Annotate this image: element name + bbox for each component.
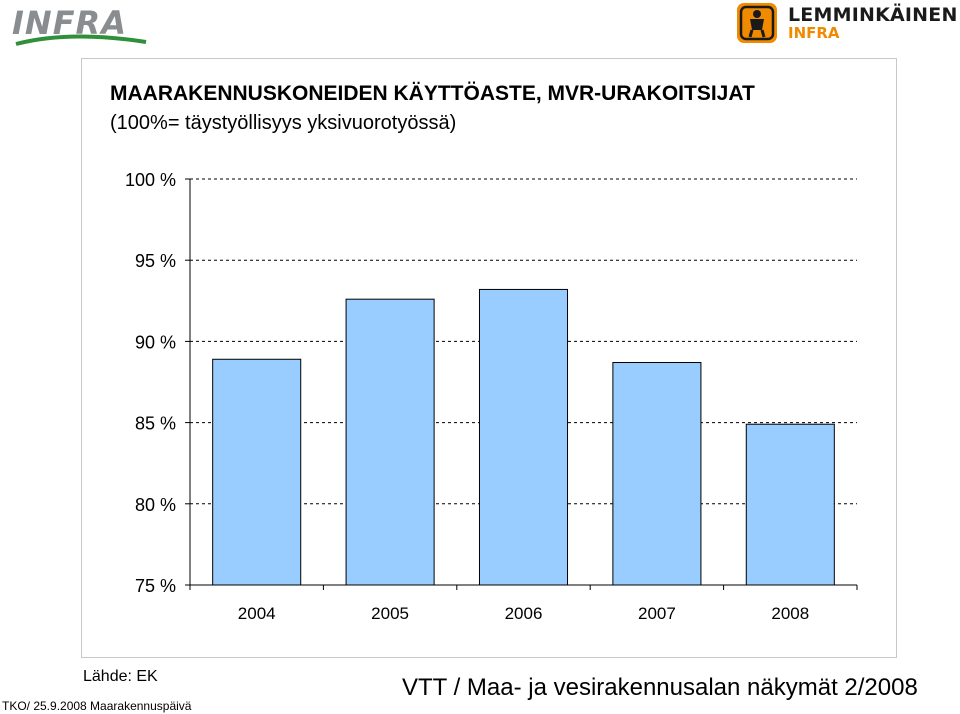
bar-2007	[612, 362, 702, 586]
infra-logo-graphic: INFRA	[12, 4, 147, 46]
x-tick-label: 2006	[505, 604, 543, 623]
bar-2006	[478, 288, 569, 586]
y-tick-label: 90 %	[135, 332, 176, 352]
bar-2004	[212, 358, 302, 586]
footer-right: VTT / Maa- ja vesirakennusalan näkymät 2…	[402, 674, 918, 701]
chart-title: MAARAKENNUSKONEIDEN KÄYTTÖASTE, MVR-URAK…	[110, 82, 755, 105]
bar-2008	[745, 423, 835, 586]
axis-layer: 75 % 80 % 85 % 90 % 95 % 100 % 2004 2005 2006 200…	[125, 170, 858, 623]
source-note: Lähde: EK	[83, 668, 158, 685]
y-tick-label: 80 %	[135, 495, 176, 515]
chart-subtitle: (100%= täystyöllisyys yksivuorotyössä)	[110, 112, 457, 134]
x-tick-label: 2005	[371, 604, 409, 623]
footer-left: TKO/ 25.9.2008 Maarakennuspäivä	[2, 699, 192, 713]
y-tick-label: 85 %	[135, 414, 176, 434]
infra-logo: INFRA	[10, 4, 160, 48]
lemminkainen-sub: INFRA	[788, 24, 840, 42]
lemminkainen-emblem-icon	[737, 3, 777, 43]
chart-frame	[81, 58, 897, 658]
lemminkainen-name: LEMMINKÄINEN	[788, 4, 958, 26]
infra-logo-swoosh	[15, 34, 147, 46]
x-tick-label: 2008	[771, 604, 809, 623]
lemminkainen-logo: LEMMINKÄINEN INFRA	[736, 2, 960, 44]
x-tick-label: 2004	[238, 604, 276, 623]
bar-2005	[345, 298, 435, 586]
x-tick-label: 2007	[638, 604, 676, 623]
y-tick-label: 95 %	[135, 251, 176, 271]
y-tick-label: 100 %	[125, 170, 176, 190]
y-tick-label: 75 %	[135, 576, 176, 596]
bar-layer	[212, 288, 835, 586]
